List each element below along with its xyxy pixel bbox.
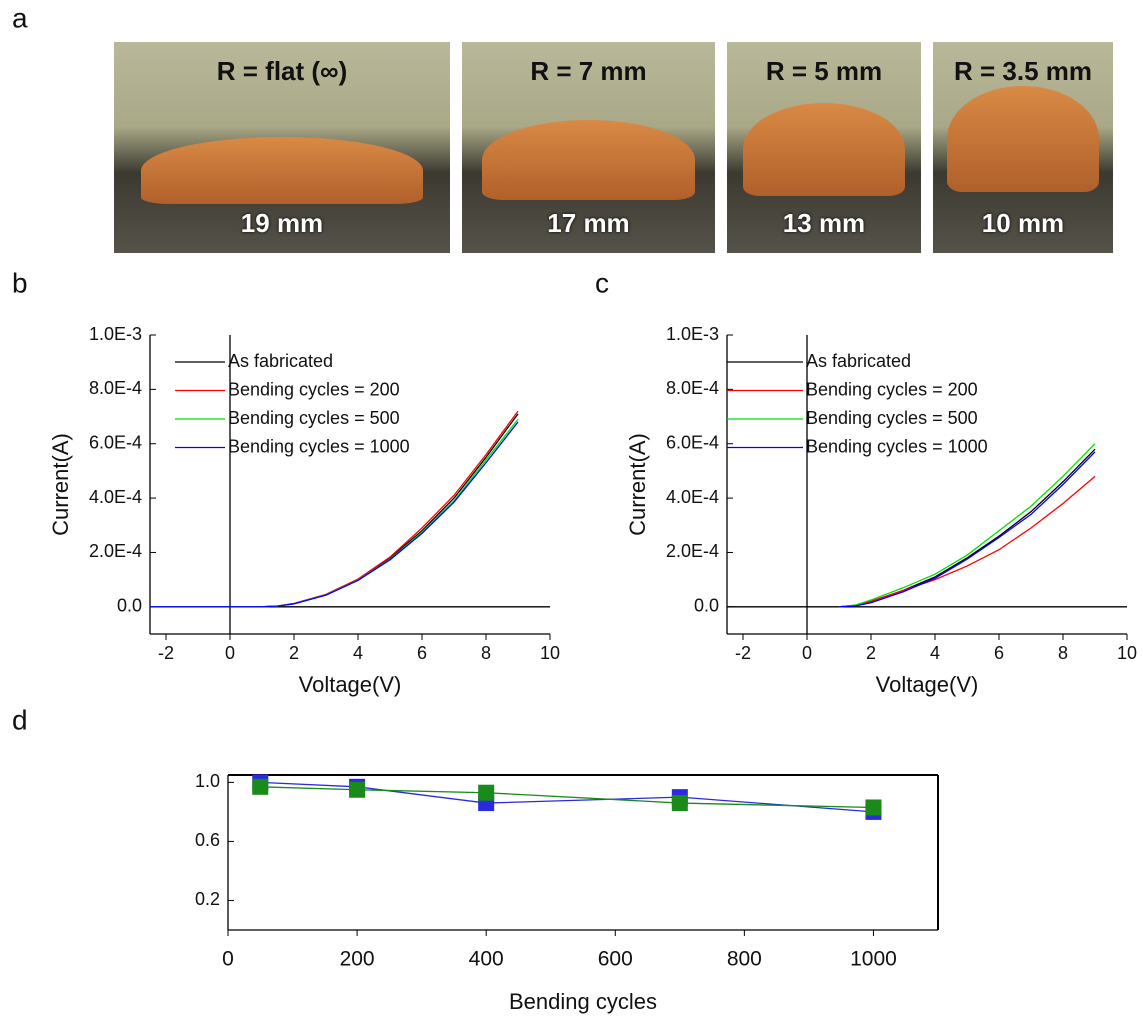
x-tick-label: 8 [481, 643, 491, 663]
marker [671, 789, 688, 806]
y-tick-label: 0.6 [195, 830, 220, 850]
bent-sample [482, 120, 695, 201]
y-tick-label: 8.0E-4 [89, 378, 142, 398]
y-axis-label: Current(A) [625, 433, 650, 536]
marker [349, 781, 366, 798]
y-tick-label: 4.0E-4 [666, 487, 719, 507]
series-line [260, 781, 874, 813]
series-line [838, 475, 1096, 608]
legend-label: Bending cycles = 1000 [806, 436, 988, 456]
series-line [838, 451, 1096, 608]
radius-label: R = 3.5 mm [953, 56, 1092, 86]
x-tick-label: 10 [1117, 643, 1137, 663]
x-tick-label: 6 [417, 643, 427, 663]
x-tick-label: -2 [735, 643, 751, 663]
y-tick-label: 0.0 [117, 596, 142, 616]
legend-label: Bending cycles = 200 [806, 379, 978, 399]
series-line [838, 448, 1096, 608]
x-tick-label: 2 [289, 643, 299, 663]
x-tick-label: 600 [598, 948, 633, 971]
y-tick-label: 8.0E-4 [666, 378, 719, 398]
radius-label: R = flat (∞) [216, 56, 348, 86]
y-tick-label: 0.2 [195, 889, 220, 909]
x-tick-label: 2 [866, 643, 876, 663]
x-tick-label: 10 [540, 643, 560, 663]
series-line [150, 418, 519, 608]
x-tick-label: 800 [727, 948, 762, 971]
series-line [260, 786, 874, 809]
x-axis-label: Voltage(V) [299, 672, 402, 697]
marker [349, 778, 366, 795]
y-tick-label: 4.0E-4 [89, 487, 142, 507]
y-tick-label: 2.0E-4 [666, 541, 719, 561]
legend-label: As fabricated [228, 351, 333, 371]
legend-label: Bending cycles = 1000 [228, 436, 410, 456]
legend-label: As fabricated [806, 351, 911, 371]
x-tick-label: 8 [1058, 643, 1068, 663]
x-tick-label: 0 [222, 948, 234, 971]
legend-label: Bending cycles = 500 [228, 408, 400, 428]
radius-label: R = 5 mm [765, 56, 883, 86]
legend-label: Bending cycles = 200 [228, 379, 400, 399]
marker [252, 774, 269, 791]
y-tick-label: 0.0 [694, 596, 719, 616]
marker [865, 799, 882, 816]
bent-sample [742, 103, 906, 197]
marker [478, 795, 495, 812]
panel-label: c [595, 267, 609, 298]
marker [252, 778, 269, 795]
y-tick-label: 6.0E-4 [666, 432, 719, 452]
y-tick-label: 6.0E-4 [89, 432, 142, 452]
series-line [150, 421, 519, 608]
marker [865, 803, 882, 820]
bent-sample [140, 136, 424, 205]
series-line [150, 410, 519, 608]
x-tick-label: 4 [353, 643, 363, 663]
x-tick-label: -2 [158, 643, 174, 663]
y-axis-label: Current(A) [48, 433, 73, 536]
length-label: 13 mm [782, 208, 866, 238]
photo: R = flat (∞) 19 mm [114, 42, 450, 253]
x-tick-label: 0 [225, 643, 235, 663]
bent-sample [947, 86, 1099, 192]
length-label: 19 mm [240, 208, 324, 238]
panel-label: d [12, 704, 28, 735]
photo: R = 3.5 mm 10 mm [933, 42, 1113, 253]
length-label: 17 mm [547, 208, 630, 238]
series-line [150, 413, 519, 608]
panel-label: b [12, 267, 28, 298]
x-tick-label: 1000 [850, 948, 897, 971]
marker [671, 795, 688, 812]
photo: R = 7 mm 17 mm [462, 42, 715, 253]
x-tick-label: 6 [994, 643, 1004, 663]
y-tick-label: 1.0E-3 [666, 324, 719, 344]
y-tick-label: 1.0E-3 [89, 324, 142, 344]
x-tick-label: 400 [469, 948, 504, 971]
y-tick-label: 2.0E-4 [89, 541, 142, 561]
x-axis-label: Bending cycles [509, 989, 657, 1014]
x-tick-label: 4 [930, 643, 940, 663]
y-tick-label: 1.0 [195, 771, 220, 791]
legend-label: Bending cycles = 500 [806, 408, 978, 428]
length-label: 10 mm [981, 208, 1065, 238]
series-line [838, 443, 1096, 608]
photo: R = 5 mm 13 mm [727, 42, 921, 253]
x-axis-label: Voltage(V) [876, 672, 979, 697]
marker [478, 784, 495, 801]
radius-label: R = 7 mm [530, 56, 647, 86]
x-tick-label: 200 [340, 948, 375, 971]
panel-label: a [12, 2, 28, 33]
x-tick-label: 0 [802, 643, 812, 663]
